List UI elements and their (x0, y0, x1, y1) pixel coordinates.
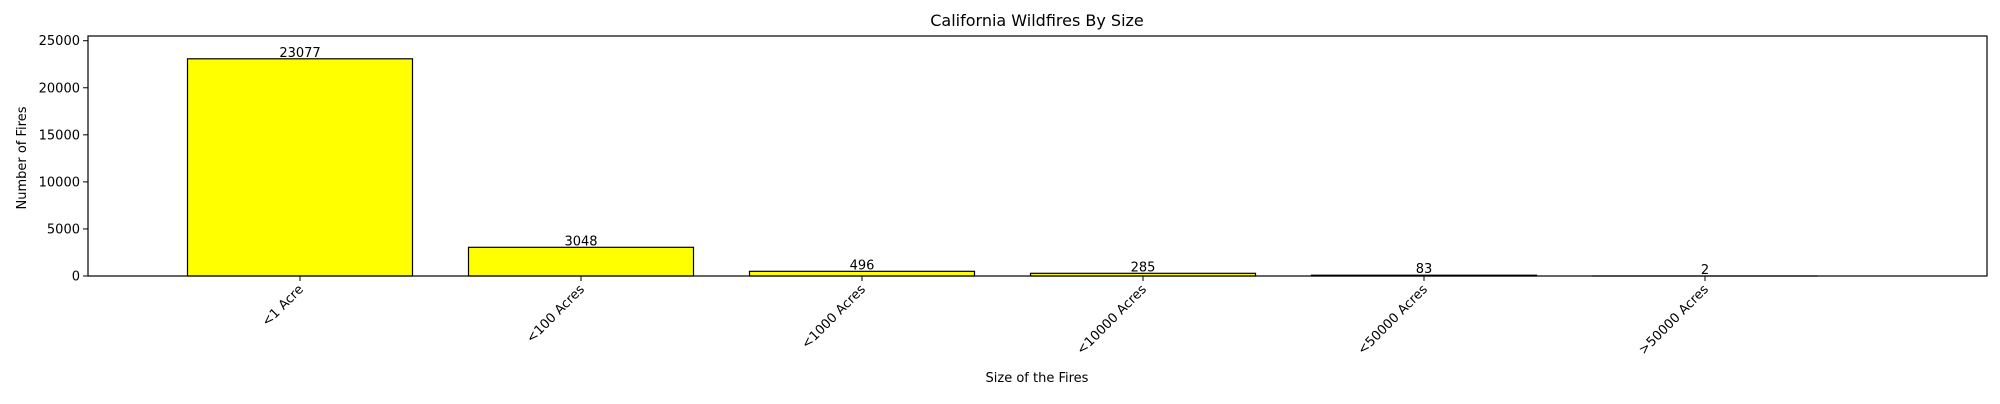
bar-value-label: 496 (850, 258, 875, 273)
bar (469, 247, 694, 276)
y-tick-label: 20000 (39, 81, 80, 96)
x-tick-label: >50000 Acres (1636, 282, 1712, 358)
bar-value-label: 83 (1416, 262, 1433, 277)
x-tick-label: <50000 Acres (1355, 282, 1431, 358)
x-axis-label: Size of the Fires (986, 371, 1089, 386)
y-tick-label: 5000 (47, 222, 80, 237)
x-tick-label: <1 Acre (259, 282, 306, 329)
x-tick-label: <10000 Acres (1074, 282, 1150, 358)
bar-value-label: 23077 (279, 46, 320, 61)
y-axis-ticks: 0 5000 10000 15000 20000 25000 (39, 34, 88, 284)
bar-value-label: 285 (1131, 260, 1156, 275)
y-tick-label: 25000 (39, 34, 80, 49)
x-axis-ticks: <1 Acre <100 Acres <1000 Acres <10000 Acres… (259, 276, 1712, 358)
y-tick-label: 15000 (39, 128, 80, 143)
chart-title: California Wildfires By Size (930, 11, 1144, 30)
y-axis-label: Number of Fires (15, 106, 30, 209)
x-tick-label: <1000 Acres (799, 282, 869, 352)
y-tick-label: 0 (72, 270, 80, 285)
bars-layer (188, 59, 1818, 276)
bar (188, 59, 413, 276)
y-tick-label: 10000 (39, 175, 80, 190)
x-tick-label: <100 Acres (524, 282, 588, 346)
bar-value-label: 3048 (564, 234, 597, 249)
